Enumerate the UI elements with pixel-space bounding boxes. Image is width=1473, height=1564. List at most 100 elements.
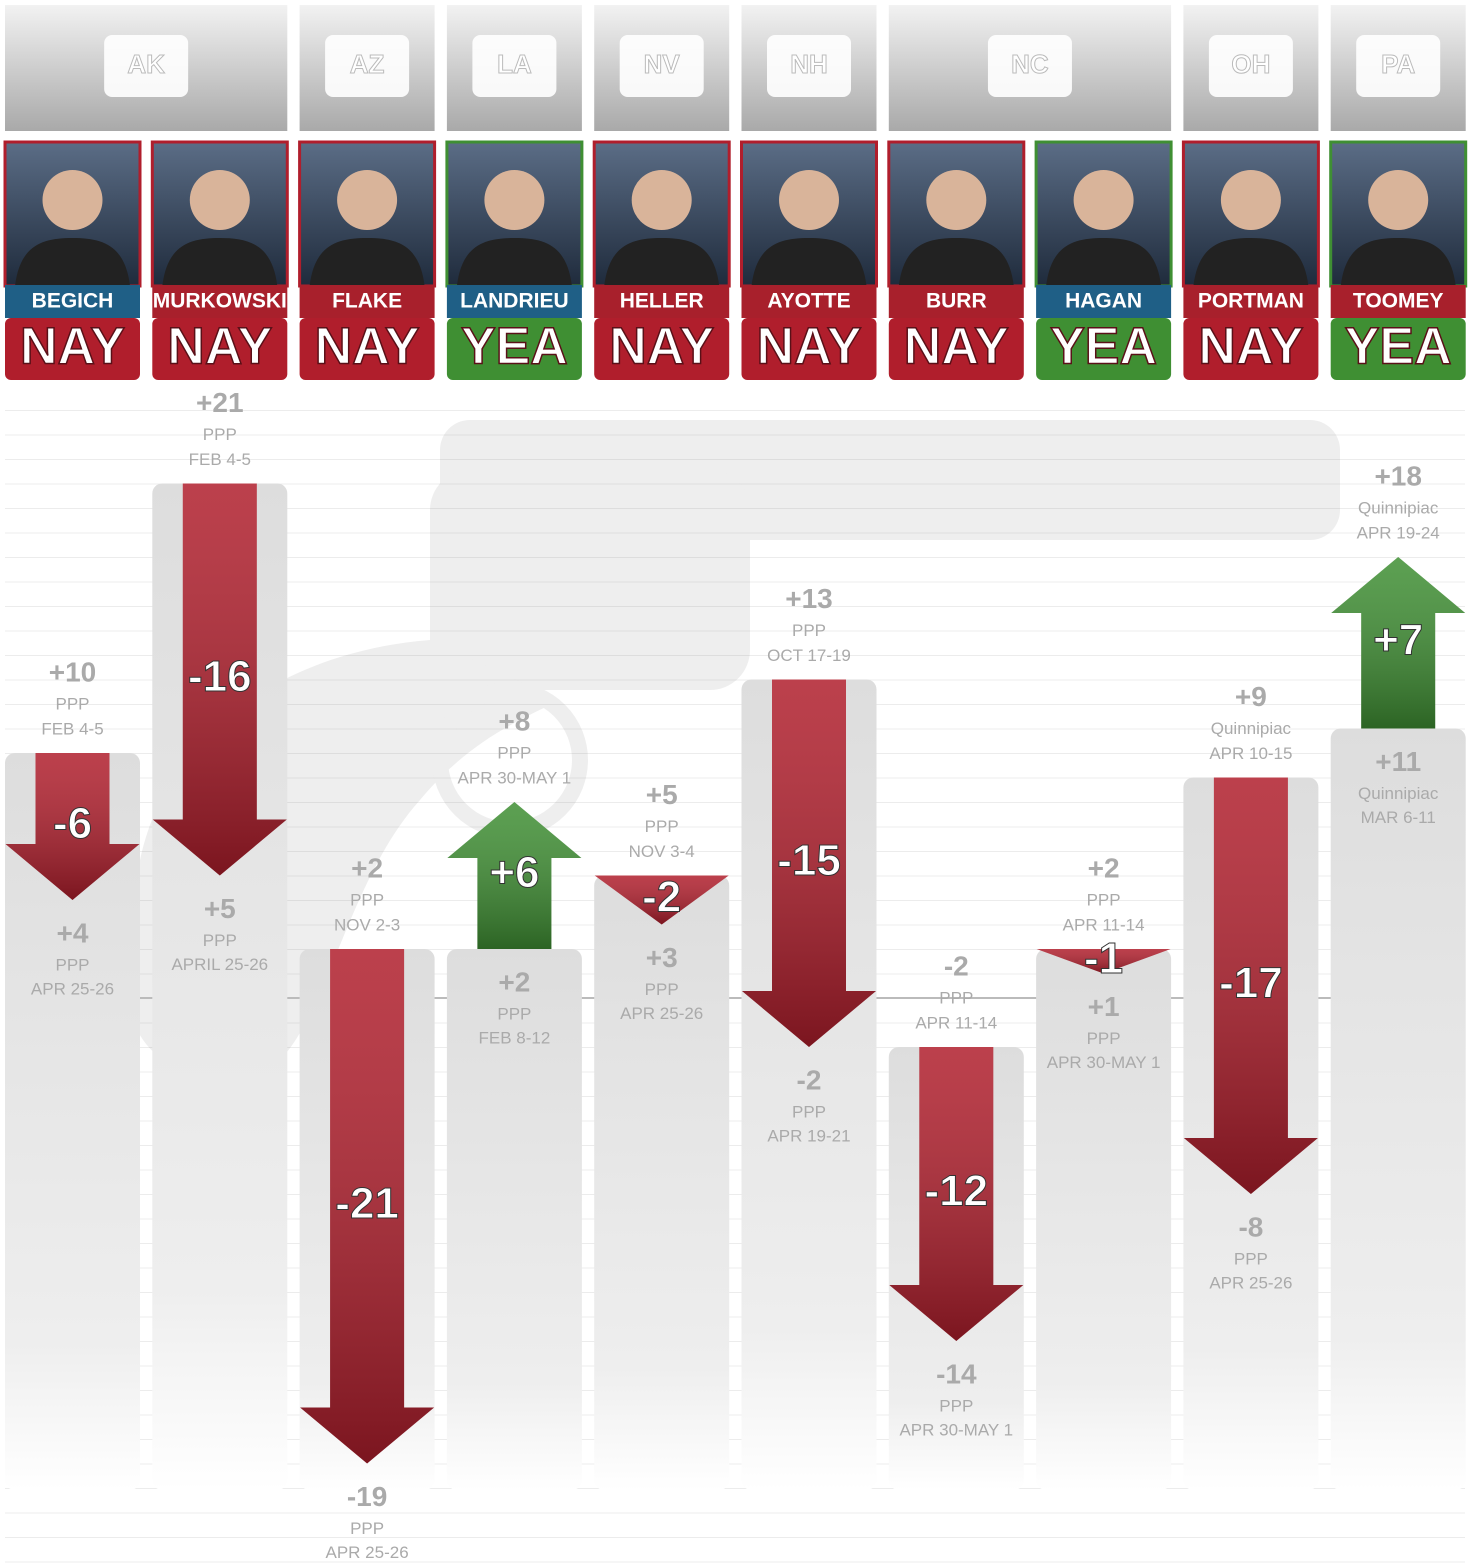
vote: NAY bbox=[167, 318, 272, 376]
poll-date: APR 25-26 bbox=[1209, 1273, 1292, 1292]
poll-value: +3 bbox=[646, 942, 678, 973]
pollster: PPP bbox=[939, 1396, 973, 1415]
poll-value: +18 bbox=[1374, 460, 1422, 491]
poll-date: APR 19-24 bbox=[1357, 523, 1440, 542]
state-label: NV bbox=[644, 49, 681, 79]
poll-date: APR 11-14 bbox=[915, 1013, 997, 1032]
vote: NAY bbox=[609, 318, 714, 376]
poll-date: NOV 3-4 bbox=[629, 842, 695, 861]
state-label: AZ bbox=[350, 49, 385, 79]
pollster: Quinnipiac bbox=[1358, 784, 1439, 803]
pollster: PPP bbox=[792, 621, 826, 640]
poll-date: FEB 4-5 bbox=[41, 719, 103, 738]
state-label: LA bbox=[497, 49, 532, 79]
poll-value: +21 bbox=[196, 387, 244, 418]
poll-value: +9 bbox=[1235, 681, 1267, 712]
poll-date: APR 19-21 bbox=[767, 1126, 850, 1145]
change-label: -12 bbox=[925, 1167, 989, 1216]
senator-name: MURKOWSKI bbox=[153, 290, 287, 313]
pollster: PPP bbox=[350, 1519, 384, 1538]
poll-date: APR 25-26 bbox=[620, 1004, 703, 1023]
senator-name: TOOMEY bbox=[1353, 290, 1444, 313]
change-label: +6 bbox=[489, 848, 539, 897]
vote: NAY bbox=[315, 318, 420, 376]
state-label: OH bbox=[1231, 49, 1270, 79]
change-label: -1 bbox=[1084, 934, 1123, 983]
senator-name: FLAKE bbox=[332, 290, 402, 313]
senator-name: BEGICH bbox=[32, 290, 114, 313]
poll-date: APR 11-14 bbox=[1063, 915, 1145, 934]
poll-date: APR 30-MAY 1 bbox=[458, 768, 572, 787]
poll-value: +11 bbox=[1375, 746, 1421, 777]
change-label: -6 bbox=[53, 799, 92, 848]
photo-head bbox=[43, 170, 103, 230]
vote: YEA bbox=[1050, 318, 1157, 376]
pollster: PPP bbox=[203, 931, 237, 950]
photo-head bbox=[632, 170, 692, 230]
pollster: PPP bbox=[645, 980, 679, 999]
poll-date: APR 30-MAY 1 bbox=[1047, 1053, 1161, 1072]
poll-date: APRIL 25-26 bbox=[171, 955, 268, 974]
vote: YEA bbox=[461, 318, 568, 376]
pollster: PPP bbox=[350, 890, 384, 909]
photo-head bbox=[1221, 170, 1281, 230]
poll-value: -19 bbox=[347, 1481, 387, 1512]
photo-head bbox=[337, 170, 397, 230]
poll-date: APR 25-26 bbox=[326, 1543, 409, 1562]
poll-value: +2 bbox=[1088, 852, 1120, 883]
photo-head bbox=[1074, 170, 1134, 230]
state-label: AK bbox=[127, 49, 165, 79]
senator-name: LANDRIEU bbox=[460, 290, 569, 313]
poll-date: APR 25-26 bbox=[31, 979, 114, 998]
vote: NAY bbox=[20, 318, 125, 376]
vote: NAY bbox=[756, 318, 861, 376]
pollster: PPP bbox=[55, 694, 89, 713]
senator-name: BURR bbox=[926, 290, 987, 313]
poll-value: -2 bbox=[797, 1064, 822, 1095]
pollster: PPP bbox=[1087, 890, 1121, 909]
change-label: -21 bbox=[335, 1179, 399, 1228]
senator-name: PORTMAN bbox=[1198, 290, 1304, 313]
column-background bbox=[1331, 729, 1466, 1491]
pollster: PPP bbox=[497, 743, 531, 762]
senator-name: HAGAN bbox=[1065, 290, 1142, 313]
poll-value: +13 bbox=[785, 583, 833, 614]
pollster: PPP bbox=[497, 1004, 531, 1023]
change-label: +7 bbox=[1373, 615, 1423, 664]
poll-date: FEB 4-5 bbox=[189, 450, 251, 469]
poll-value: -8 bbox=[1238, 1211, 1263, 1242]
poll-value: +4 bbox=[57, 917, 89, 948]
change-label: -16 bbox=[188, 652, 252, 701]
photo-head bbox=[484, 170, 544, 230]
poll-value: +2 bbox=[351, 852, 383, 883]
poll-value: +2 bbox=[498, 966, 530, 997]
change-label: -17 bbox=[1219, 958, 1283, 1007]
vote: NAY bbox=[1198, 318, 1303, 376]
pollster: Quinnipiac bbox=[1358, 498, 1439, 517]
pollster: PPP bbox=[203, 425, 237, 444]
pollster: PPP bbox=[792, 1102, 826, 1121]
change-label: -2 bbox=[642, 873, 681, 922]
state-label: NH bbox=[790, 49, 828, 79]
state-label: NC bbox=[1011, 49, 1049, 79]
poll-date: MAR 6-11 bbox=[1361, 808, 1436, 827]
poll-date: OCT 17-19 bbox=[767, 646, 851, 665]
poll-date: APR 30-MAY 1 bbox=[899, 1420, 1013, 1439]
pollster: PPP bbox=[55, 955, 89, 974]
poll-value: +5 bbox=[204, 893, 236, 924]
senator-name: AYOTTE bbox=[767, 290, 850, 313]
poll-date: NOV 2-3 bbox=[334, 915, 400, 934]
pollster: PPP bbox=[645, 817, 679, 836]
pollster: PPP bbox=[939, 988, 973, 1007]
pollster: Quinnipiac bbox=[1211, 719, 1292, 738]
photo-head bbox=[1368, 170, 1428, 230]
vote: YEA bbox=[1345, 318, 1452, 376]
poll-value: +8 bbox=[498, 705, 530, 736]
poll-date: APR 10-15 bbox=[1209, 744, 1292, 763]
pollster: PPP bbox=[1234, 1249, 1268, 1268]
poll-value: +1 bbox=[1088, 991, 1120, 1022]
poll-date: FEB 8-12 bbox=[478, 1028, 550, 1047]
vote: NAY bbox=[904, 318, 1009, 376]
poll-value: +10 bbox=[49, 656, 97, 687]
change-label: -15 bbox=[777, 836, 841, 885]
